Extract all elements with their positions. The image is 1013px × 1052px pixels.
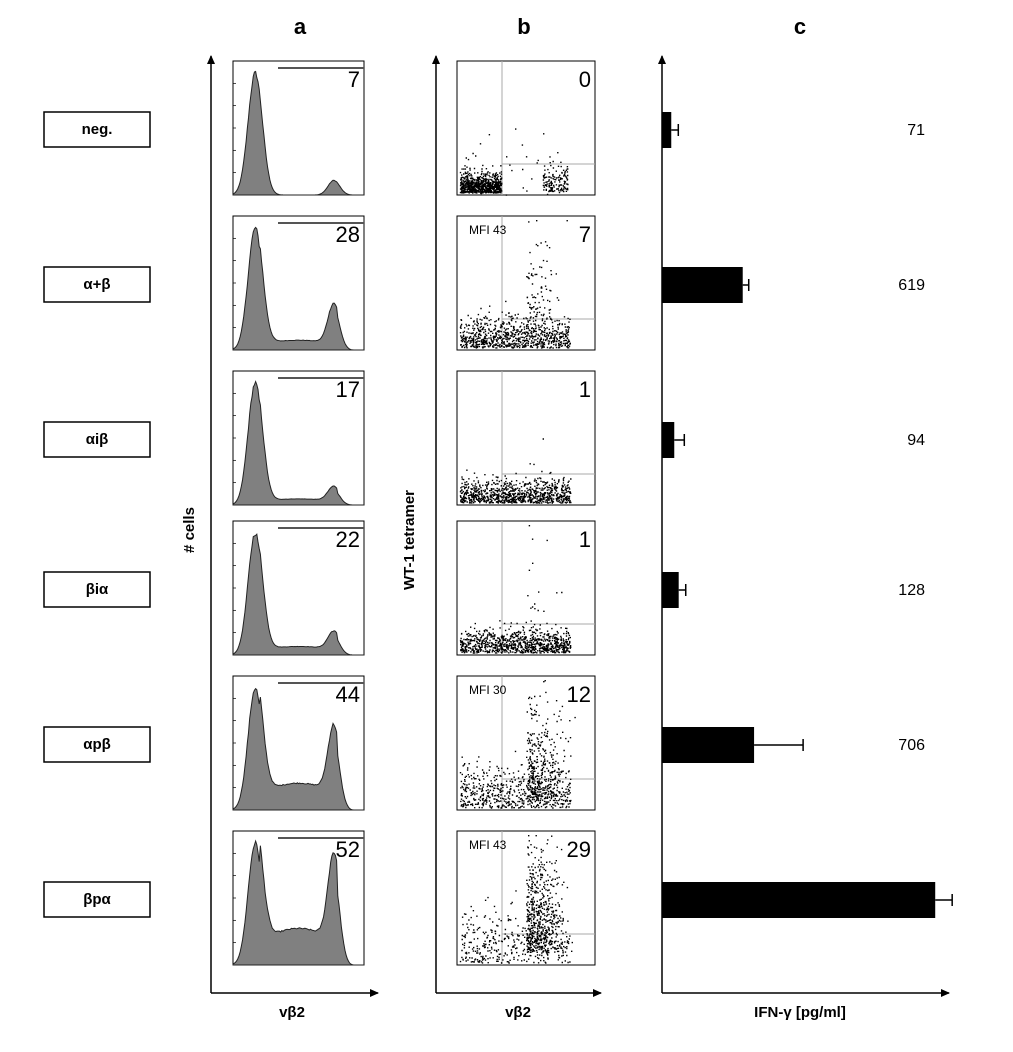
- scatter-dots: [459, 128, 569, 196]
- percentage-label: 44: [336, 682, 360, 707]
- histogram-shape: [232, 839, 364, 966]
- percentage-label: 12: [567, 682, 591, 707]
- panel-label: b: [517, 14, 530, 39]
- histogram-plot: 22: [232, 520, 365, 656]
- scatter-plot: 1: [456, 370, 596, 506]
- histogram-shape: [232, 533, 364, 656]
- error-bar: [678, 584, 687, 596]
- percentage-label: 7: [579, 222, 591, 247]
- percentage-label: 17: [336, 377, 360, 402]
- error-bar: [674, 434, 686, 446]
- mfi-label: MFI: [469, 683, 490, 697]
- percentage-label: 1: [579, 527, 591, 552]
- percentage-label: 28: [336, 222, 360, 247]
- row-label-box: [43, 881, 151, 918]
- bar: [662, 267, 743, 303]
- scatter-dots: [459, 525, 572, 654]
- plot-frame: [456, 520, 596, 656]
- histogram-shape: [232, 380, 364, 506]
- histogram-plot: 17: [232, 370, 365, 506]
- axis-title: vβ2: [279, 1004, 305, 1021]
- percentage-label: 52: [336, 837, 360, 862]
- histogram-plot: 52: [232, 830, 365, 966]
- row-label-box: [43, 266, 151, 303]
- row-label: αiβ: [86, 431, 109, 448]
- histogram-shape: [232, 226, 364, 351]
- histogram-plot: 7: [232, 60, 365, 196]
- plot-frame: [456, 675, 596, 811]
- scatter-plot: 29 MFI 43: [456, 830, 596, 966]
- panel-label: a: [294, 14, 307, 39]
- plot-frame: [456, 60, 596, 196]
- row-label-box: [43, 421, 151, 458]
- percentage-label: 0: [579, 67, 591, 92]
- bar: [662, 882, 936, 918]
- scatter-plot: 7 MFI 43: [456, 215, 596, 351]
- percentage-label: 1: [579, 377, 591, 402]
- value-label: 2095: [897, 892, 933, 909]
- error-bar: [935, 894, 953, 906]
- value-label: 71: [907, 122, 925, 139]
- row-label: βpα: [83, 891, 111, 908]
- value-label: 128: [898, 582, 925, 599]
- scatter-plot: 0: [456, 60, 596, 196]
- row-label: neg.: [82, 121, 113, 138]
- bar: [662, 422, 675, 458]
- error-bar: [742, 279, 750, 291]
- percentage-label: 22: [336, 527, 360, 552]
- row-label: α+β: [83, 276, 110, 293]
- panel-label: c: [794, 14, 806, 39]
- scatter-plot: 12 MFI 30: [456, 675, 596, 811]
- bar: [662, 572, 679, 608]
- bar: [662, 727, 755, 763]
- axis-title: # cells: [181, 507, 198, 553]
- row-label-box: [43, 726, 151, 763]
- axis-title: vβ2: [505, 1004, 531, 1021]
- percentage-label: 7: [348, 67, 360, 92]
- histogram-shape: [232, 687, 364, 811]
- error-bar: [754, 739, 804, 751]
- error-bar: [671, 124, 680, 136]
- mfi-label: MFI: [469, 838, 490, 852]
- row-label-box: [43, 571, 151, 608]
- percentage-label: 29: [567, 837, 591, 862]
- scatter-dots: [459, 680, 576, 809]
- row-label: βiα: [86, 581, 109, 598]
- row-label: αpβ: [83, 736, 111, 753]
- histogram-shape: [232, 70, 364, 196]
- value-label: 94: [907, 432, 925, 449]
- histogram-plot: 28: [232, 215, 365, 351]
- scatter-dots: [459, 438, 572, 504]
- histogram-plot: 44: [232, 675, 365, 811]
- mfi-value: 43: [493, 223, 507, 237]
- plot-frame: [456, 370, 596, 506]
- axis-title: WT-1 tetramer: [401, 490, 418, 590]
- value-label: 619: [898, 277, 925, 294]
- mfi-value: 43: [493, 838, 507, 852]
- axis-title: IFN-γ [pg/ml]: [754, 1004, 846, 1021]
- row-label-box: [43, 111, 151, 148]
- bar: [662, 112, 672, 148]
- value-label: 706: [898, 737, 925, 754]
- mfi-value: 30: [493, 683, 507, 697]
- scatter-plot: 1: [456, 520, 596, 656]
- mfi-label: MFI: [469, 223, 490, 237]
